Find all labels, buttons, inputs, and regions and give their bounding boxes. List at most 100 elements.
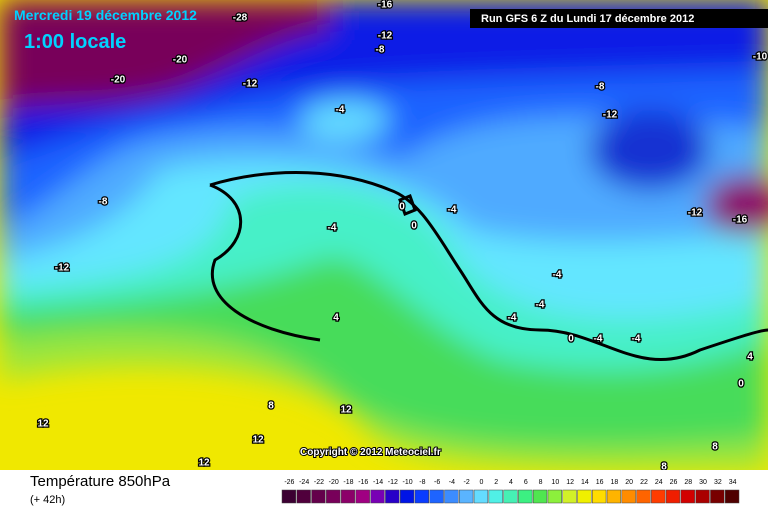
legend-swatch [621,489,636,504]
legend-label: 30 [699,479,707,486]
legend-swatch [651,489,666,504]
legend-label: -8 [419,479,425,486]
legend-swatch [311,489,326,504]
contour-label: -4 [336,105,345,116]
contour-label: -8 [376,45,385,56]
legend-label: -12 [388,479,398,486]
contour-label: -10 [753,52,768,63]
legend-label: 20 [625,479,633,486]
contour-label: -4 [594,334,603,345]
contour-label: -16 [733,215,748,226]
legend-label: 0 [479,479,483,486]
legend-swatch [459,489,474,504]
legend-swatch [577,489,592,504]
legend-label: 24 [655,479,663,486]
contour-label: 0 [411,221,417,232]
contour-label: 0 [399,202,405,213]
contour-label: -12 [243,79,258,90]
legend-swatch [665,489,681,504]
contour-label: 8 [712,442,718,453]
legend-swatch [488,489,503,504]
contour-label: 0 [568,334,574,345]
legend-swatch [429,489,444,504]
contour-label: 0 [738,379,744,390]
contour-label: 8 [268,401,274,412]
legend-label: -10 [403,479,413,486]
contour-label: -12 [378,31,393,42]
legend-label: -24 [299,479,309,486]
legend-swatch [340,489,356,504]
legend-swatch [710,489,725,504]
legend-label: -16 [358,479,368,486]
legend-label: 16 [596,479,604,486]
legend-swatch [562,489,577,504]
contour-label: 12 [198,458,210,469]
legend-swatch [503,489,518,504]
legend-swatch [532,489,548,504]
legend-swatch [592,489,607,504]
legend-label: 34 [729,479,737,486]
legend-label: 28 [684,479,692,486]
contour-label: -16 [378,0,393,11]
time: 1:00 locale [24,31,126,53]
legend-swatch [547,489,562,504]
contour-label: -4 [536,300,545,311]
legend-swatch [281,489,297,504]
legend-label: -2 [464,479,470,486]
legend-label: 4 [509,479,513,486]
legend: -26 -24 -22 -20 -18 -16 -14 -12 -10 -8 -6 -4 -2 0 2 4 6 8… [281,479,740,504]
legend-swatch [370,489,385,504]
contour-label: 8 [661,462,667,473]
contour-label: -12 [688,208,703,219]
map-field [0,0,768,470]
contour-label: -4 [632,334,641,345]
contour-label: -12 [603,110,618,121]
legend-swatch [399,489,415,504]
footer-title: Température 850hPa [30,473,171,490]
legend-label: 22 [640,479,648,486]
legend-swatch [385,489,400,504]
contour-label: -4 [553,270,562,281]
contour-label: -4 [328,223,337,234]
legend-swatch [518,489,533,504]
date: Mercredi 19 décembre 2012 [14,7,197,23]
contour-label: -4 [448,205,457,216]
contour-label: -20 [173,55,188,66]
legend-label: 12 [566,479,574,486]
contour-label: 4 [747,352,753,363]
legend-label: -18 [343,479,353,486]
legend-label: 32 [714,479,722,486]
legend-swatch [355,489,370,504]
contour-label: -20 [111,75,126,86]
legend-swatch [636,489,651,504]
legend-label: 2 [494,479,498,486]
legend-swatch [444,489,459,504]
legend-label: -4 [449,479,455,486]
run-box [470,9,768,28]
contour-label: 12 [252,435,264,446]
run: Run GFS 6 Z du Lundi 17 décembre 2012 [481,13,694,25]
legend-swatch [724,489,740,504]
contour-label: -8 [99,197,108,208]
legend-label: -22 [314,479,324,486]
contour-label: 12 [37,419,49,430]
legend-label: 6 [524,479,528,486]
legend-label: -14 [373,479,383,486]
contour-label: -12 [55,263,70,274]
contour-label: -4 [508,313,517,324]
footer-lead: (+ 42h) [30,494,65,506]
legend-label: -6 [434,479,440,486]
legend-swatch [680,489,695,504]
legend-label: 10 [551,479,559,486]
legend-label: -20 [329,479,339,486]
contour-label: -8 [596,82,605,93]
legend-label: 18 [611,479,619,486]
legend-swatch [695,489,710,504]
copyright: Copyright © 2012 Meteociel.fr [300,447,441,458]
legend-label: 26 [670,479,678,486]
legend-label: 14 [581,479,589,486]
legend-swatch [606,489,622,504]
legend-swatch [296,489,311,504]
